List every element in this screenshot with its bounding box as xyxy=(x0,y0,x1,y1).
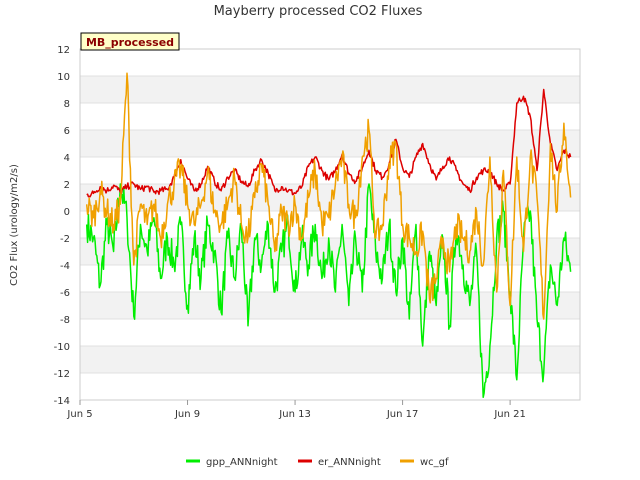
x-tick-label: Jun 21 xyxy=(493,409,526,420)
chart-title: Mayberry processed CO2 Fluxes xyxy=(214,4,423,19)
series-line-wc-gf xyxy=(85,72,572,320)
y-tick-label: -4 xyxy=(60,261,70,272)
legend: gpp_ANNnight er_ANNnight wc_gf xyxy=(186,457,449,468)
y-tick-label: -14 xyxy=(54,396,70,407)
y-tick-label: -6 xyxy=(60,288,70,299)
site-tag-box xyxy=(80,32,180,51)
legend-label: gpp_ANNnight xyxy=(206,457,278,468)
legend-label: wc_gf xyxy=(420,457,449,468)
series-line-gpp-annnight xyxy=(85,183,572,399)
site-tag-label: MB_processed xyxy=(86,36,174,49)
y-tick-label: 0 xyxy=(64,207,70,218)
legend-label: er_ANNnight xyxy=(318,457,381,468)
plot-band xyxy=(80,292,580,319)
series-lines xyxy=(85,72,572,399)
y-tick-label: 12 xyxy=(57,45,70,56)
y-tick-label: -10 xyxy=(54,342,70,353)
plot-band xyxy=(80,130,580,157)
y-tick-label: -8 xyxy=(60,315,70,326)
y-tick-label: -2 xyxy=(60,234,70,245)
plot-frame xyxy=(79,48,581,401)
y-tick-label: 2 xyxy=(64,180,70,191)
y-axis-label: CO2 Flux (urology/m2/s) xyxy=(9,164,20,286)
site-tag: MB_processed xyxy=(80,32,180,51)
y-tick-label: -12 xyxy=(54,369,70,380)
y-tick-label: 8 xyxy=(64,99,70,110)
plot-band xyxy=(80,346,580,373)
y-tick-label: 4 xyxy=(64,153,70,164)
x-axis-ticks: Jun 5 Jun 9 Jun 13 Jun 17 Jun 21 xyxy=(66,400,526,420)
x-tick-label: Jun 13 xyxy=(278,409,311,420)
plot-band xyxy=(80,76,580,103)
x-tick-label: Jun 5 xyxy=(66,409,92,420)
x-tick-label: Jun 9 xyxy=(174,409,200,420)
y-axis-ticks: -14 -12 -10 -8 -6 -4 -2 0 2 4 6 8 10 12 xyxy=(54,45,70,407)
x-tick-label: Jun 17 xyxy=(386,409,419,420)
y-tick-label: 6 xyxy=(64,126,70,137)
y-tick-label: 10 xyxy=(57,72,70,83)
